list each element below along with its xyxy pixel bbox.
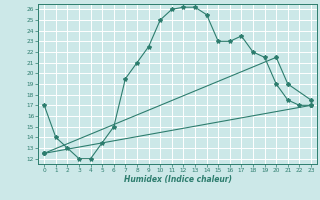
X-axis label: Humidex (Indice chaleur): Humidex (Indice chaleur) <box>124 175 232 184</box>
